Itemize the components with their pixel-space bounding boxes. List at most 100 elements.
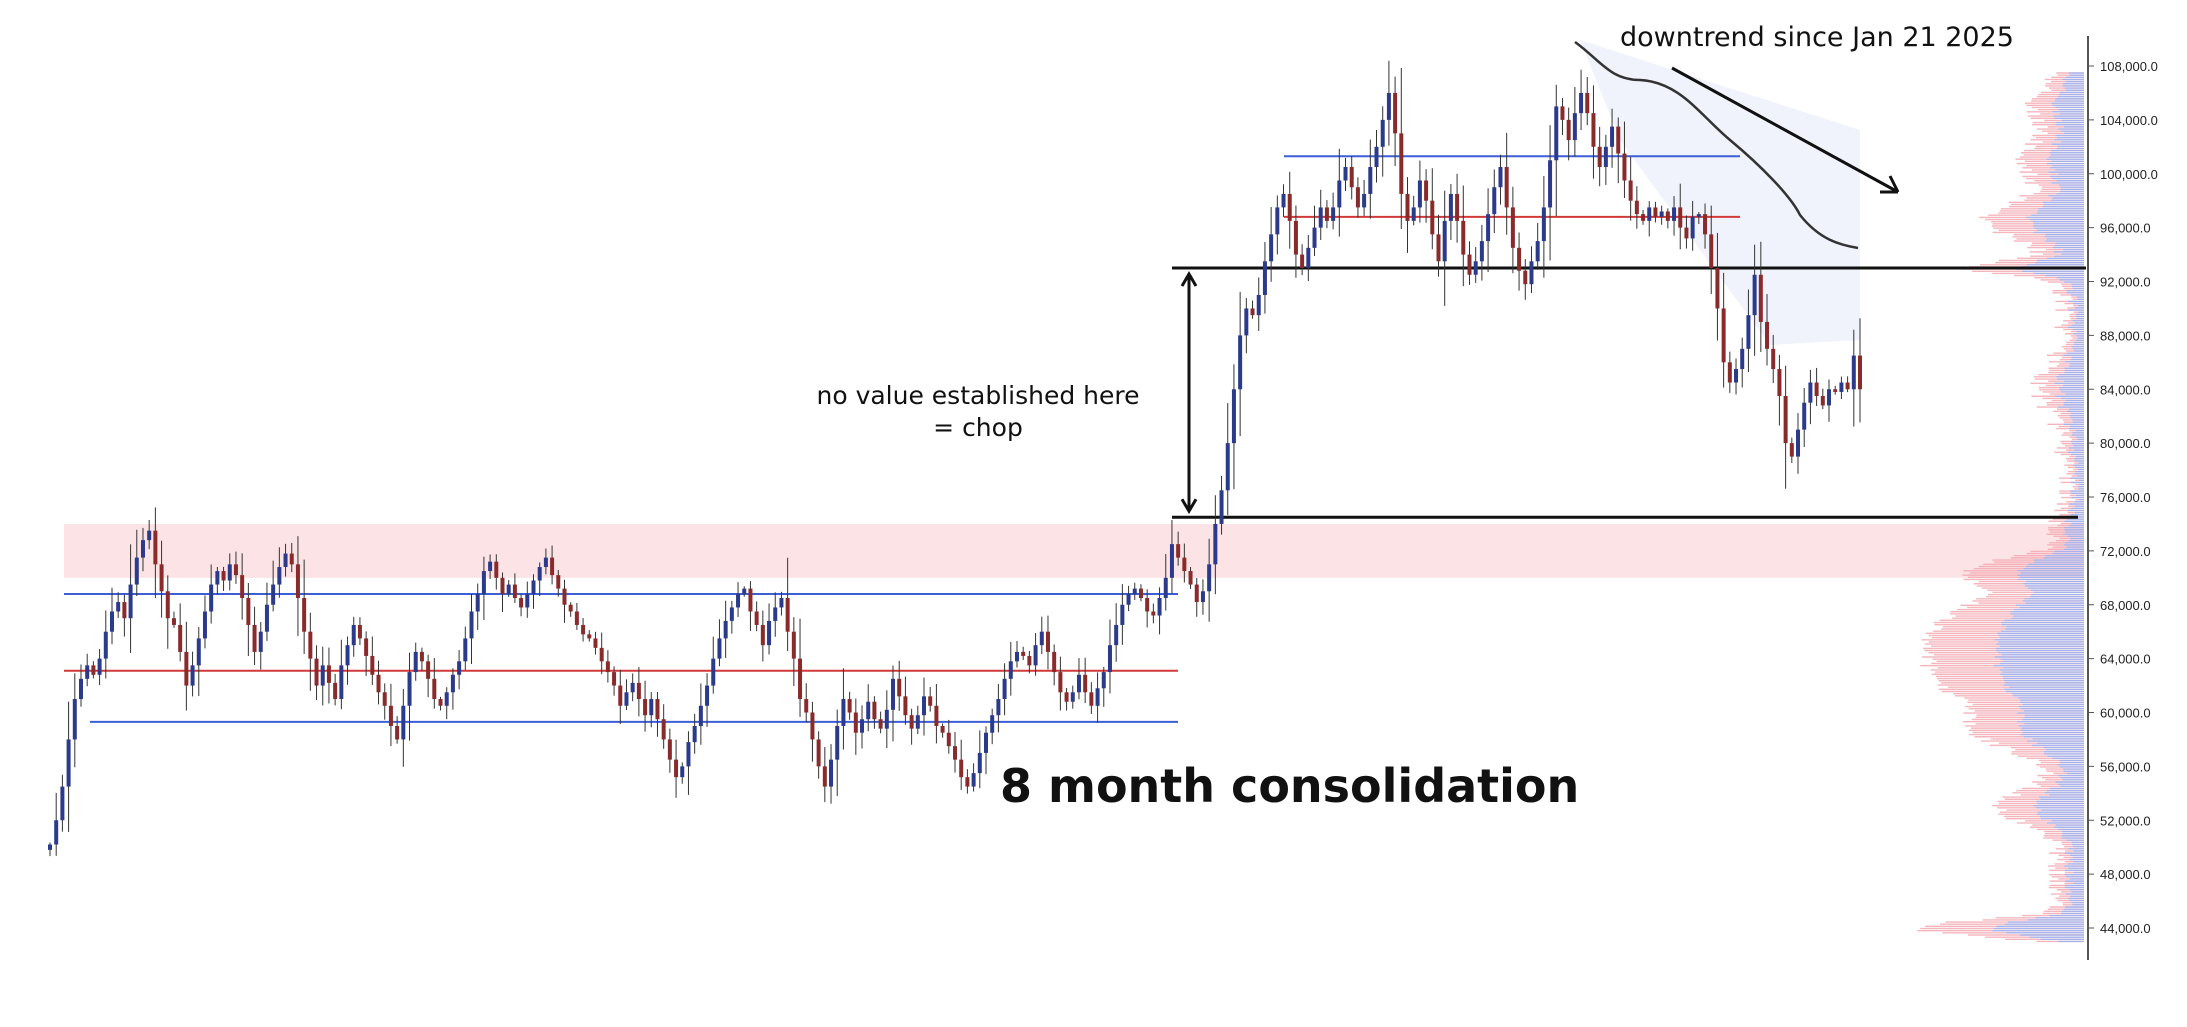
candle-body [1479, 241, 1484, 262]
candle [618, 669, 623, 725]
candle-body [599, 647, 604, 662]
candle [1250, 300, 1255, 319]
candle [711, 636, 716, 694]
candle [1417, 160, 1422, 223]
candle [1002, 663, 1007, 716]
price-tick-label: 56,000.0 [2100, 759, 2151, 774]
candle-body [1244, 308, 1249, 336]
candle-body [1411, 207, 1416, 221]
candle [1343, 157, 1348, 191]
candle-body [1486, 214, 1491, 242]
candle-body [1579, 92, 1584, 114]
candle [897, 660, 902, 711]
range-arrow-head-bottom [1180, 498, 1198, 515]
candle-body [1467, 254, 1472, 275]
candle [1579, 69, 1584, 131]
candle [860, 705, 865, 749]
candle-body [1374, 146, 1379, 168]
candle [345, 636, 350, 685]
candle [1808, 369, 1813, 425]
candle-body [1690, 216, 1695, 239]
candle [240, 553, 245, 620]
candle [1591, 85, 1596, 179]
candle-body [1659, 211, 1664, 217]
candle [66, 701, 71, 832]
candle-body [184, 651, 189, 686]
candle [1566, 107, 1571, 161]
candle-body [798, 658, 803, 700]
candle-body [116, 602, 121, 612]
channel-fill [1580, 40, 1860, 345]
candle [785, 557, 790, 652]
candle [1380, 106, 1385, 177]
candle [1163, 554, 1168, 611]
candle-body [760, 624, 765, 646]
candle [165, 575, 170, 649]
candle-body [444, 692, 449, 706]
candle-body [816, 739, 821, 767]
candle-body [550, 557, 555, 576]
candle [1176, 531, 1181, 566]
candle-body [345, 645, 350, 666]
candle-body [171, 618, 176, 625]
candle-body [977, 752, 982, 774]
candle [78, 664, 83, 707]
price-tick-label: 80,000.0 [2100, 436, 2151, 451]
candle-body [1616, 126, 1621, 154]
candle-body [785, 598, 790, 632]
candle [1033, 633, 1038, 676]
candle [450, 668, 455, 710]
candle-body [636, 682, 641, 700]
candle [339, 639, 344, 710]
candle [1269, 207, 1274, 282]
candle [1014, 641, 1019, 668]
candle [1386, 60, 1391, 146]
candle [376, 660, 381, 705]
candle [1610, 108, 1615, 168]
candle [1219, 475, 1224, 535]
candle-body [1039, 631, 1044, 646]
candle-body [376, 674, 381, 693]
candle-body [1033, 645, 1038, 666]
candle-body [370, 655, 375, 675]
candle-body [723, 620, 728, 639]
candle [1052, 644, 1057, 686]
candle-body [1827, 389, 1832, 406]
candle-body [209, 584, 214, 612]
candle [1535, 222, 1540, 270]
candle [1349, 156, 1354, 200]
candle-body [1653, 207, 1658, 217]
candle-body [940, 725, 945, 733]
candle-body [432, 678, 437, 700]
candle-body [1145, 598, 1150, 612]
candle [1820, 388, 1825, 410]
candle [171, 611, 176, 628]
candle-body [1845, 382, 1850, 390]
candle-body [1368, 167, 1373, 194]
candle-body [1318, 207, 1323, 228]
candle-body [1238, 335, 1243, 390]
candle [1126, 585, 1131, 612]
candle-body [667, 739, 672, 760]
candle [159, 540, 164, 618]
candle [1138, 584, 1143, 602]
candle-body [1287, 193, 1292, 221]
candle [1572, 86, 1577, 157]
candle [382, 683, 387, 720]
candle-body [556, 575, 561, 589]
candle-body [1058, 672, 1063, 693]
candle [965, 769, 970, 794]
candle-body [1641, 214, 1646, 221]
candle-body [1696, 214, 1701, 217]
candle-body [1312, 227, 1317, 248]
candle [1448, 184, 1453, 241]
candle-body [227, 564, 232, 581]
candle-body [717, 638, 722, 659]
candle [1039, 616, 1044, 655]
candle-body [271, 584, 276, 605]
candle [649, 692, 654, 728]
candle [1814, 367, 1819, 407]
candle [550, 545, 555, 585]
candle-body [48, 844, 52, 850]
candle [1665, 208, 1670, 229]
